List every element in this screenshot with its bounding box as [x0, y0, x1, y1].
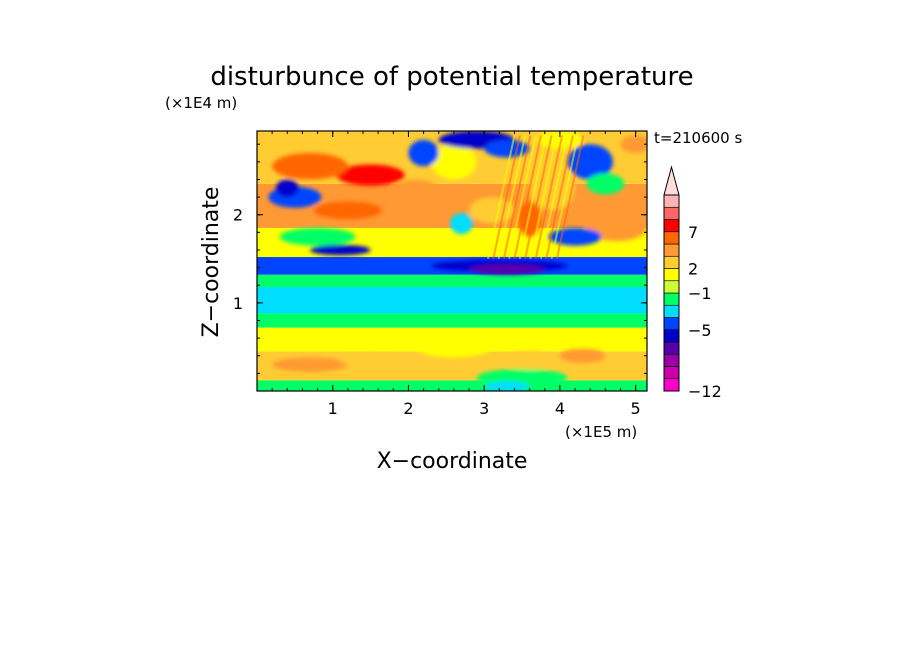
colorbar-label: 7: [688, 223, 698, 242]
y-tick-label: 1: [233, 294, 243, 313]
colorbar-segment: [663, 255, 680, 269]
field-streak: [534, 135, 564, 260]
field-feature: [518, 201, 541, 237]
time-label: t=210600 s: [654, 129, 742, 147]
field-feature: [586, 173, 625, 195]
x-tick-label: 1: [328, 399, 338, 418]
x-tick-label: 3: [479, 399, 489, 418]
y-axis-label: Z−coordinate: [199, 187, 224, 338]
field-streak: [518, 135, 548, 260]
field-streak: [502, 135, 532, 260]
field-streak: [492, 135, 521, 260]
field-streak: [540, 135, 569, 260]
field-feature: [275, 179, 299, 198]
field-streaks: [486, 135, 585, 260]
colorbar-segment: [663, 194, 680, 208]
field-feature: [559, 348, 606, 363]
field-feature: [431, 144, 477, 180]
field-streak: [555, 135, 585, 260]
field-feature: [620, 135, 647, 154]
field-streak: [524, 135, 553, 260]
colorbar-segment: [663, 219, 680, 233]
colorbar-segment: [663, 243, 680, 257]
x-axis: 1 2 3 4 5: [271, 131, 641, 418]
colorbar-segment: [663, 353, 680, 367]
field-band: [257, 287, 647, 314]
colorbar-label: −1: [688, 284, 712, 303]
field-feature: [586, 214, 647, 242]
field-streak: [497, 135, 527, 260]
field-streak: [486, 135, 516, 260]
colorbar-label: −12: [688, 382, 722, 401]
field-feature: [469, 264, 545, 275]
colorbar-segment: [663, 366, 680, 380]
field-band: [257, 274, 647, 287]
field-streak: [508, 135, 537, 260]
field-feature: [340, 353, 401, 367]
field-feature: [310, 244, 371, 256]
y-axis-unit: (×1E4 m): [165, 94, 237, 112]
field-feature: [279, 227, 356, 246]
plot-frame: [256, 130, 648, 392]
field-feature: [484, 381, 530, 391]
colorbar-segment: [663, 280, 680, 294]
colorbar-segment: [663, 206, 680, 220]
field-feature: [389, 179, 443, 215]
colorbar-top-arrow: [663, 165, 680, 196]
x-axis-label: X−coordinate: [377, 449, 528, 474]
x-tick-label: 4: [555, 399, 565, 418]
colorbar-segment: [663, 292, 680, 306]
field-feature: [272, 357, 348, 372]
field-feature: [272, 153, 348, 180]
x-axis-unit: (×1E5 m): [565, 423, 637, 441]
colorbar-segment: [663, 304, 680, 318]
colorbar-segment: [663, 378, 680, 392]
field-feature: [257, 131, 288, 149]
colorbar-label: 2: [688, 260, 698, 279]
chart-title: disturbunce of potential temperature: [210, 62, 693, 92]
y-axis: 12: [233, 143, 647, 374]
colorbar-segment: [663, 268, 680, 282]
colorbar-label: −5: [688, 321, 712, 340]
colorbar-segment: [663, 341, 680, 355]
field-feature: [503, 351, 557, 369]
colorbar-segment: [663, 317, 680, 331]
field-band: [257, 313, 647, 328]
field-streak: [513, 135, 542, 260]
field-feature: [313, 201, 382, 220]
colorbar: 7 2 −1 −5 −12: [663, 165, 722, 401]
field-feature: [450, 212, 473, 235]
field-feature: [408, 139, 439, 167]
x-tick-label: 5: [631, 399, 641, 418]
field-streak: [550, 135, 580, 260]
contour-field: [257, 131, 647, 391]
field-feature: [416, 336, 492, 358]
y-tick-label: 2: [233, 206, 243, 225]
colorbar-segment: [663, 231, 680, 245]
field-band: [257, 380, 647, 391]
field-feature: [336, 164, 405, 186]
field-streak: [529, 135, 558, 260]
colorbar-frame: [663, 194, 680, 392]
field-streak: [545, 135, 574, 260]
colorbar-segment: [663, 329, 680, 343]
x-tick-label: 2: [403, 399, 413, 418]
